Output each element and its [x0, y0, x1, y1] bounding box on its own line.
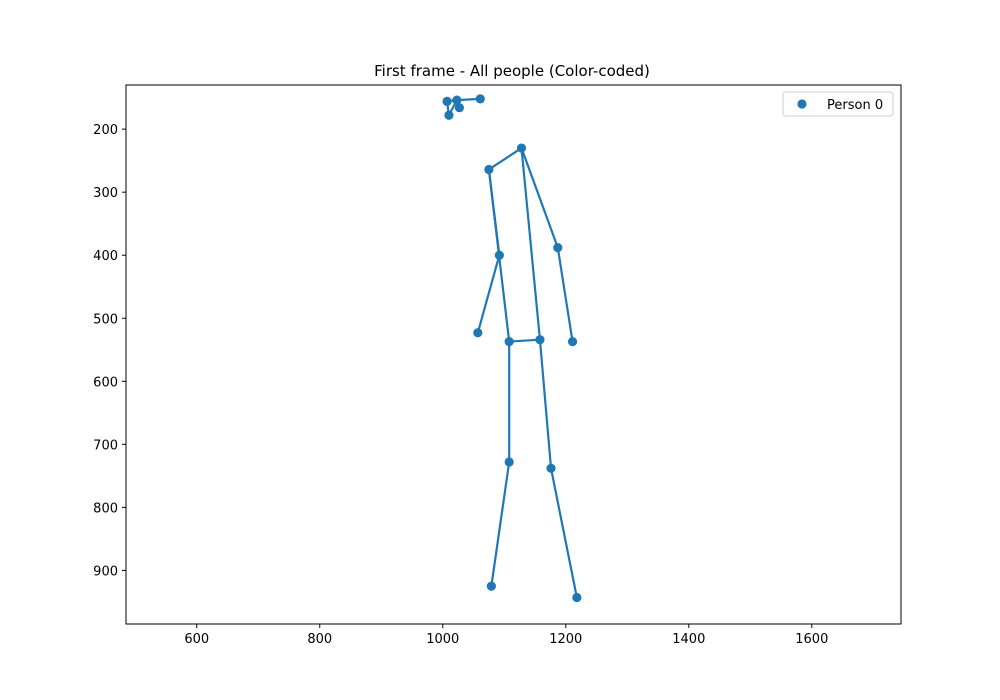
- y-tick-label: 900: [93, 564, 118, 579]
- legend: Person 0: [782, 91, 894, 117]
- keypoint-marker: [475, 94, 485, 104]
- y-tick-label: 300: [93, 186, 118, 201]
- keypoint-marker: [553, 243, 563, 253]
- x-tick-label: 1400: [672, 632, 705, 647]
- keypoint-marker: [546, 463, 556, 473]
- x-tick-label: 1600: [795, 632, 828, 647]
- keypoint-marker: [516, 143, 527, 153]
- keypoint-marker: [444, 110, 454, 120]
- keypoint-marker: [454, 103, 464, 113]
- legend-label: Person 0: [827, 98, 883, 113]
- skeleton-link: [476, 254, 501, 334]
- keypoint-marker: [484, 164, 494, 175]
- skeleton-link: [508, 338, 542, 343]
- skeleton-link: [487, 146, 523, 171]
- y-tick-label: 500: [93, 312, 118, 327]
- x-tick-label: 1200: [549, 632, 582, 647]
- skeleton-link: [520, 146, 559, 249]
- skeleton-link: [490, 460, 511, 588]
- legend-box: [782, 91, 894, 117]
- y-tick-label: 200: [93, 123, 118, 138]
- skeleton-link: [556, 246, 574, 343]
- skeleton-link: [549, 467, 578, 599]
- keypoint-marker: [494, 250, 504, 260]
- keypoint-marker: [567, 336, 578, 347]
- skeleton-link: [538, 338, 553, 470]
- x-tick-label: 600: [184, 632, 209, 647]
- keypoint-marker: [442, 96, 452, 106]
- axes-frame: [125, 84, 902, 625]
- y-tick-label: 700: [93, 438, 118, 453]
- chart-title: First frame - All people (Color-coded): [374, 62, 650, 80]
- y-tick-label: 800: [93, 501, 118, 516]
- skeleton-link: [520, 146, 542, 341]
- legend-marker: [797, 99, 807, 109]
- y-tick-label: 400: [93, 249, 118, 264]
- y-tick-label: 600: [93, 375, 118, 390]
- axes: 600 800 1000 1200 1400 1600 200 300 400 500 600 700…: [93, 123, 828, 647]
- x-tick-label: 800: [307, 632, 332, 647]
- x-tick-label: 1000: [426, 632, 459, 647]
- keypoint-marker: [473, 328, 483, 338]
- keypoint-marker: [452, 95, 462, 105]
- keypoint-marker: [504, 457, 514, 467]
- plot-area: [442, 94, 582, 603]
- keypoint-marker: [486, 581, 496, 591]
- keypoint-marker: [535, 335, 545, 345]
- keypoint-marker: [572, 592, 582, 603]
- keypoint-marker: [504, 336, 514, 347]
